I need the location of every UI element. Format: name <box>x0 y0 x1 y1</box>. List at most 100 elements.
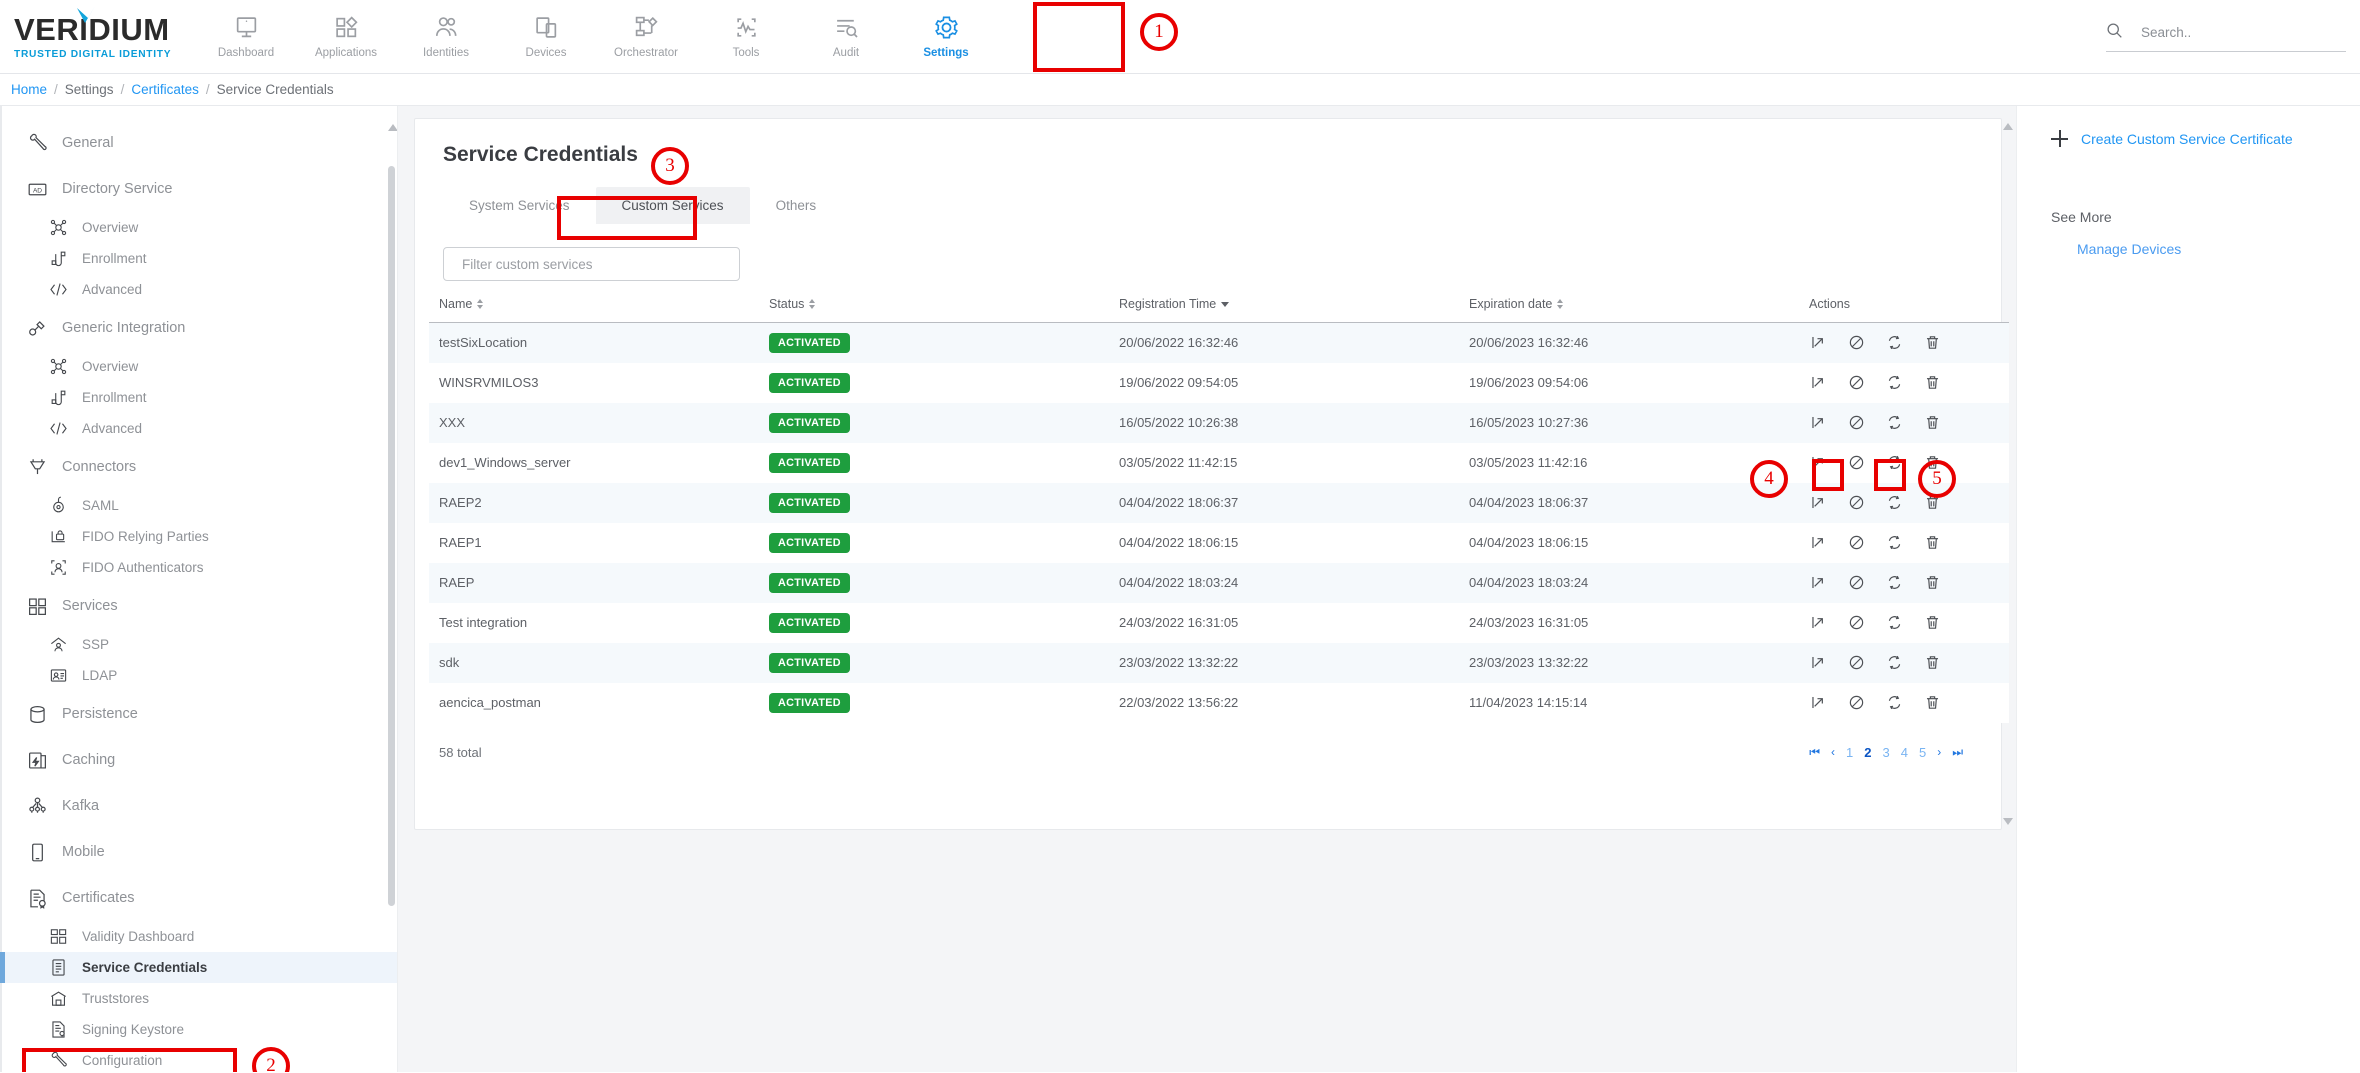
sidebar-item-services[interactable]: Services <box>0 583 397 629</box>
open-external-icon[interactable] <box>1809 574 1827 592</box>
renew-icon[interactable] <box>1885 574 1903 592</box>
sidebar-item-signing-keystore[interactable]: Signing Keystore <box>0 1014 397 1045</box>
sidebar-item-service-credentials[interactable]: Service Credentials <box>0 952 397 983</box>
pagination-last-button[interactable]: ⏭ <box>1952 744 1963 759</box>
table-row[interactable]: RAEP ACTIVATED 04/04/2022 18:03:24 04/04/20… <box>429 562 2009 603</box>
tab-system-services[interactable]: System Services <box>469 198 570 213</box>
sidebar-item-advanced[interactable]: Advanced <box>0 413 397 444</box>
breadcrumb-item-home[interactable]: Home <box>11 82 48 97</box>
col-header-expiration-date[interactable]: Expiration date <box>1469 297 1809 323</box>
open-external-icon[interactable] <box>1809 334 1827 352</box>
sidebar-item-validity-dashboard[interactable]: Validity Dashboard <box>0 921 397 952</box>
deactivate-icon[interactable] <box>1847 454 1865 472</box>
renew-icon[interactable] <box>1885 534 1903 552</box>
open-external-icon[interactable] <box>1809 534 1827 552</box>
create-custom-service-certificate-button[interactable]: Create Custom Service Certificate <box>2051 130 2360 147</box>
deactivate-icon[interactable] <box>1847 574 1865 592</box>
sidebar-item-fido-authenticators[interactable]: FIDO Authenticators <box>0 552 397 583</box>
renew-icon[interactable] <box>1885 454 1903 472</box>
col-header-registration-time[interactable]: Registration Time <box>1119 297 1469 323</box>
table-row[interactable]: Test integration ACTIVATED 24/03/2022 16:3… <box>429 602 2009 643</box>
sidebar-item-generic-integration[interactable]: Generic Integration <box>0 305 397 351</box>
nav-item-dashboard[interactable]: Dashboard <box>196 0 296 74</box>
sidebar-item-certificates[interactable]: Certificates <box>0 875 397 921</box>
pagination-first-button[interactable]: ⏮ <box>1809 744 1821 759</box>
sidebar-scrollbar-track[interactable] <box>388 114 395 1064</box>
nav-item-identities[interactable]: Identities <box>396 0 496 74</box>
table-row[interactable]: dev1_Windows_server ACTIVATED 03/05/2022 1… <box>429 442 2009 483</box>
nav-item-orchestrator[interactable]: Orchestrator <box>596 0 696 74</box>
content-scroll-up-arrow[interactable] <box>2003 123 2013 130</box>
nav-item-tools[interactable]: Tools <box>696 0 796 74</box>
search-input[interactable] <box>2141 25 2346 40</box>
sidebar-item-ssp[interactable]: SSP <box>0 629 397 660</box>
open-external-icon[interactable] <box>1809 454 1827 472</box>
table-row[interactable]: RAEP2 ACTIVATED 04/04/2022 18:06:37 04/04/2… <box>429 482 2009 523</box>
renew-icon[interactable] <box>1885 654 1903 672</box>
nav-item-devices[interactable]: Devices <box>496 0 596 74</box>
pagination-page-4[interactable]: 4 <box>1900 744 1908 760</box>
renew-icon[interactable] <box>1885 614 1903 632</box>
delete-icon[interactable] <box>1923 694 1941 712</box>
col-header-name[interactable]: Name <box>429 297 769 323</box>
deactivate-icon[interactable] <box>1847 494 1865 512</box>
renew-icon[interactable] <box>1885 334 1903 352</box>
sidebar-item-advanced[interactable]: Advanced <box>0 274 397 305</box>
pagination-page-5[interactable]: 5 <box>1918 744 1927 760</box>
delete-icon[interactable] <box>1923 374 1941 392</box>
sidebar-item-truststores[interactable]: Truststores <box>0 983 397 1014</box>
table-row[interactable]: sdk ACTIVATED 23/03/2022 13:32:22 23/03/202… <box>429 642 2009 683</box>
deactivate-icon[interactable] <box>1847 374 1865 392</box>
sidebar-item-mobile[interactable]: Mobile <box>0 829 397 875</box>
deactivate-icon[interactable] <box>1847 534 1865 552</box>
table-row[interactable]: testSixLocation ACTIVATED 20/06/2022 16:32… <box>429 322 2009 363</box>
sidebar-item-overview[interactable]: Overview <box>0 212 397 243</box>
sidebar-item-overview[interactable]: Overview <box>0 351 397 382</box>
sidebar-item-ldap[interactable]: LDAP <box>0 660 397 691</box>
filter-custom-services-input[interactable] <box>443 247 740 281</box>
delete-icon[interactable] <box>1923 534 1941 552</box>
delete-icon[interactable] <box>1923 574 1941 592</box>
delete-icon[interactable] <box>1923 414 1941 432</box>
open-external-icon[interactable] <box>1809 654 1827 672</box>
deactivate-icon[interactable] <box>1847 614 1865 632</box>
delete-icon[interactable] <box>1923 334 1941 352</box>
global-search[interactable] <box>2106 22 2346 52</box>
link-manage-devices[interactable]: Manage Devices <box>2077 241 2182 257</box>
table-row[interactable]: XXX ACTIVATED 16/05/2022 10:26:38 16/05/202… <box>429 402 2009 443</box>
tab-others[interactable]: Others <box>775 198 817 213</box>
sidebar-item-connectors[interactable]: Connectors <box>0 444 397 490</box>
renew-icon[interactable] <box>1885 494 1903 512</box>
sidebar-item-configuration[interactable]: Configuration <box>0 1045 397 1072</box>
breadcrumb-item-settings[interactable]: Settings <box>64 82 114 97</box>
open-external-icon[interactable] <box>1809 374 1827 392</box>
sidebar-item-general[interactable]: General <box>0 120 397 166</box>
delete-icon[interactable] <box>1923 654 1941 672</box>
deactivate-icon[interactable] <box>1847 694 1865 712</box>
renew-icon[interactable] <box>1885 374 1903 392</box>
sidebar-item-caching[interactable]: Caching <box>0 737 397 783</box>
sidebar-scrollbar-thumb[interactable] <box>388 166 395 906</box>
pagination-page-3[interactable]: 3 <box>1882 744 1890 760</box>
open-external-icon[interactable] <box>1809 494 1827 512</box>
brand-logo[interactable]: VERIDIUM TRUSTED DIGITAL IDENTITY <box>0 5 196 60</box>
pagination-page-2[interactable]: 2 <box>1864 744 1872 760</box>
open-external-icon[interactable] <box>1809 414 1827 432</box>
table-row[interactable]: aencica_postman ACTIVATED 22/03/2022 13:56… <box>429 682 2009 723</box>
pagination-prev-button[interactable]: ‹ <box>1831 745 1836 759</box>
sidebar-item-enrollment[interactable]: Enrollment <box>0 382 397 413</box>
sidebar-scroll-up-arrow[interactable] <box>388 124 397 131</box>
open-external-icon[interactable] <box>1809 614 1827 632</box>
sidebar-item-fido-relying-parties[interactable]: FIDO Relying Parties <box>0 521 397 552</box>
deactivate-icon[interactable] <box>1847 654 1865 672</box>
nav-item-applications[interactable]: Applications <box>296 0 396 74</box>
renew-icon[interactable] <box>1885 694 1903 712</box>
table-row[interactable]: WINSRVMILOS3 ACTIVATED 19/06/2022 09:54:05… <box>429 362 2009 403</box>
sidebar-item-kafka[interactable]: Kafka <box>0 783 397 829</box>
col-header-status[interactable]: Status <box>769 297 1119 323</box>
breadcrumb-item-certificates[interactable]: Certificates <box>131 82 199 97</box>
sidebar-item-saml[interactable]: SAML <box>0 490 397 521</box>
deactivate-icon[interactable] <box>1847 414 1865 432</box>
open-external-icon[interactable] <box>1809 694 1827 712</box>
pagination-page-1[interactable]: 1 <box>1846 744 1854 760</box>
